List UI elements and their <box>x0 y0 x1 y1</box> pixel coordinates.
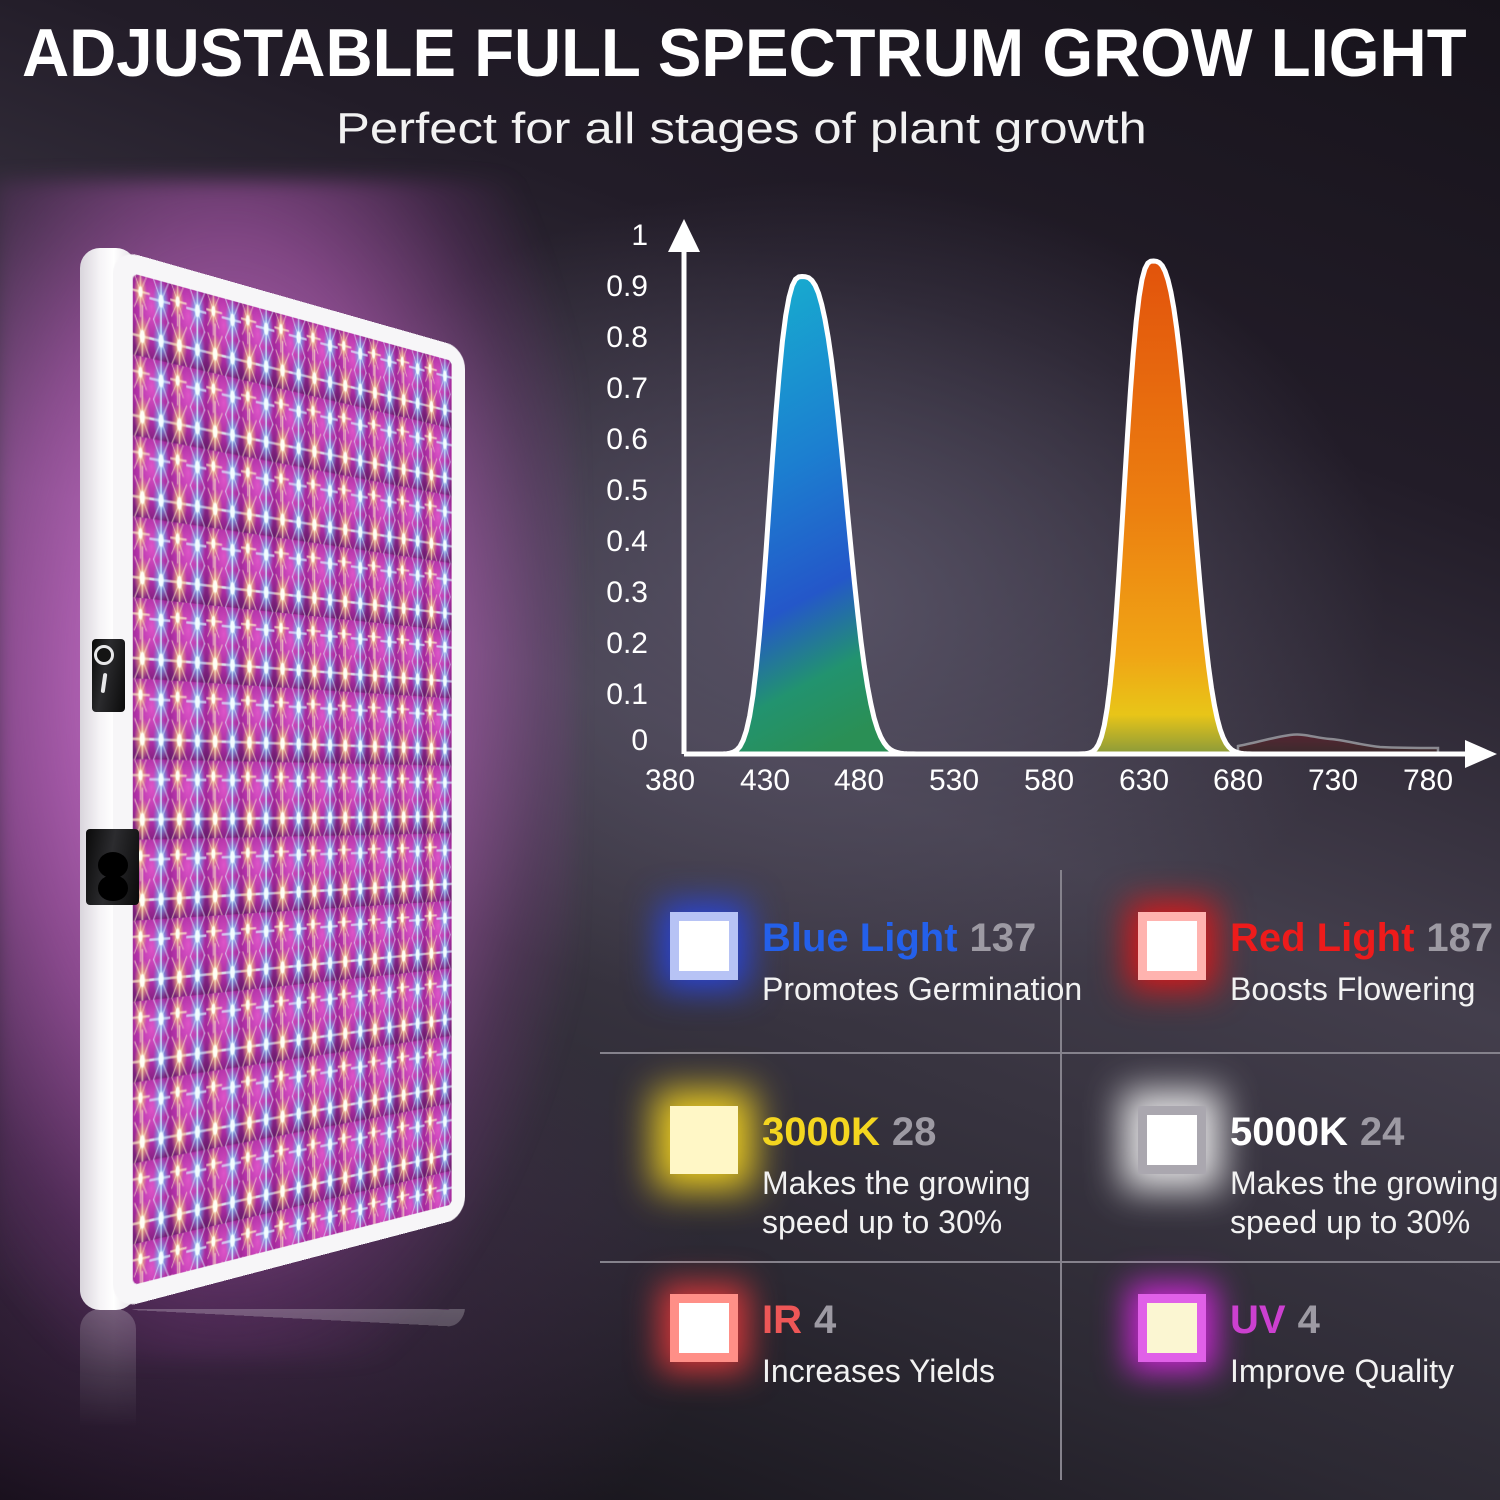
svg-text:0: 0 <box>631 724 648 757</box>
svg-text:0.4: 0.4 <box>606 525 648 558</box>
svg-text:0.3: 0.3 <box>606 576 648 609</box>
svg-text:780: 780 <box>1403 764 1453 797</box>
svg-text:0.2: 0.2 <box>606 627 648 660</box>
svg-text:730: 730 <box>1308 764 1358 797</box>
svg-text:630: 630 <box>1119 764 1169 797</box>
svg-text:380: 380 <box>645 764 695 797</box>
svg-text:0.9: 0.9 <box>606 270 648 303</box>
svg-text:0.7: 0.7 <box>606 372 648 405</box>
svg-text:0.1: 0.1 <box>606 678 648 711</box>
svg-text:0.6: 0.6 <box>606 423 648 456</box>
svg-text:580: 580 <box>1024 764 1074 797</box>
svg-text:0.5: 0.5 <box>606 474 648 507</box>
svg-text:430: 430 <box>740 764 790 797</box>
svg-text:480: 480 <box>834 764 884 797</box>
svg-text:680: 680 <box>1213 764 1263 797</box>
svg-text:1: 1 <box>631 219 648 252</box>
svg-text:530: 530 <box>929 764 979 797</box>
svg-text:0.8: 0.8 <box>606 321 648 354</box>
